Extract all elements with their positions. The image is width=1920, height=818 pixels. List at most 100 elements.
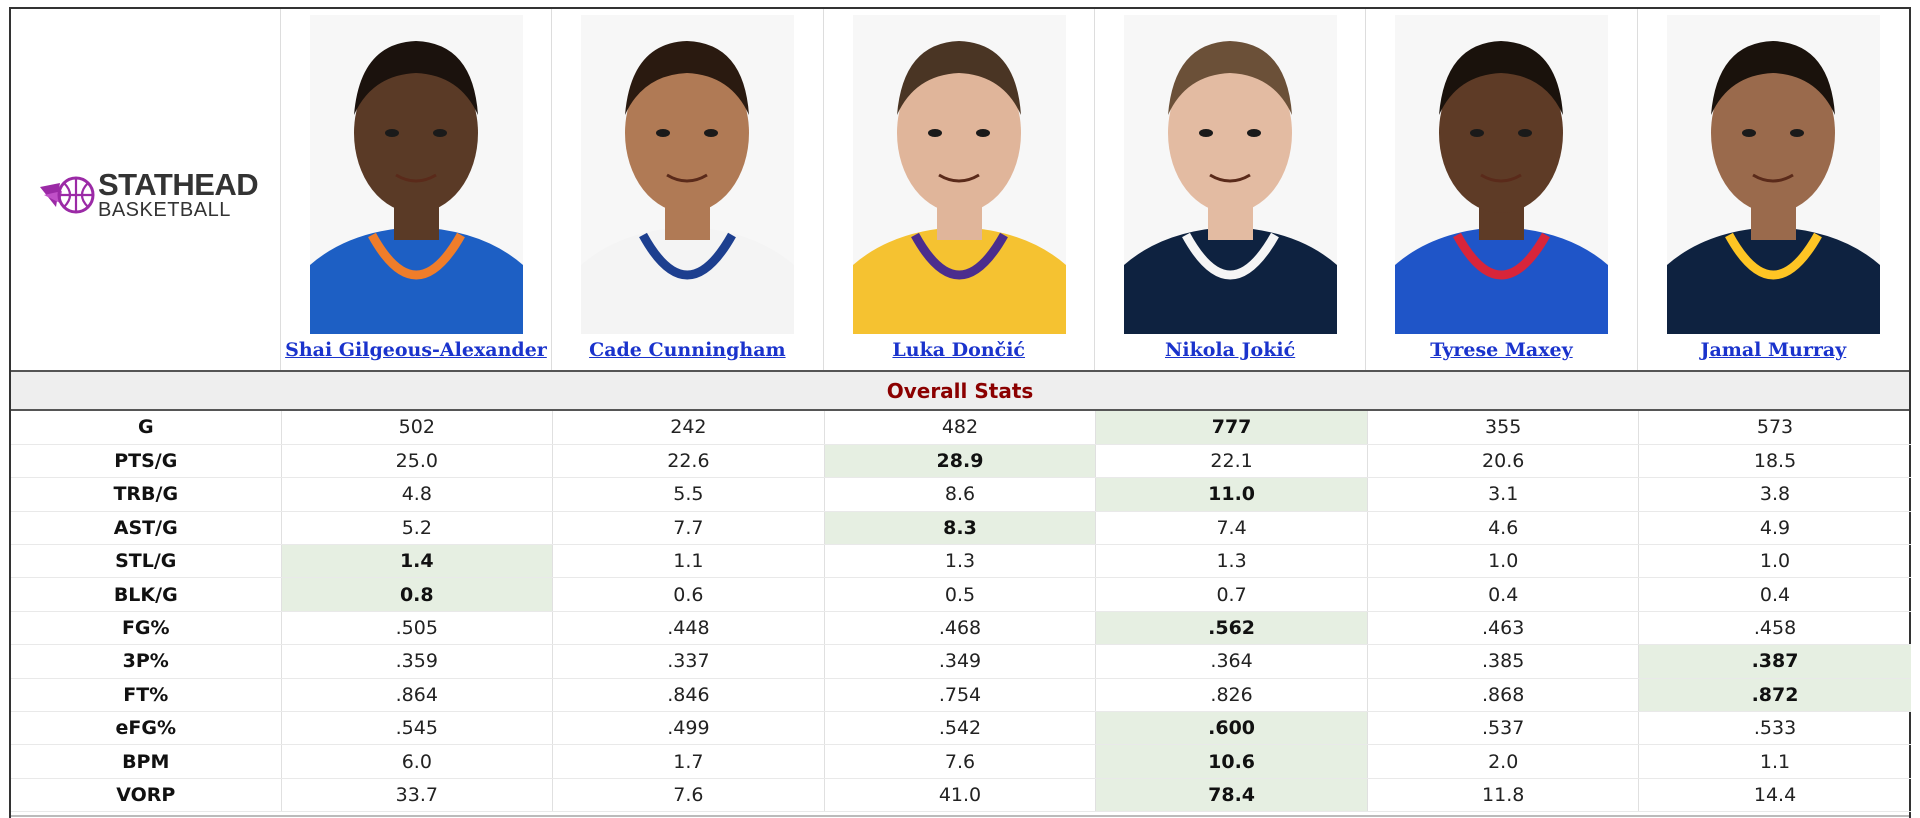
player-headshot[interactable] (1666, 15, 1880, 334)
stat-row: PTS/G 25.0 22.6 28.9 22.1 20.6 18.5 (11, 444, 1911, 479)
logo-cell: STATHEAD BASKETBALL (11, 9, 281, 370)
stat-value: 3.1 (1367, 477, 1640, 512)
player-column-header: Tyrese Maxey (1366, 9, 1638, 370)
stat-value: 4.9 (1638, 511, 1911, 546)
stat-value: .542 (824, 711, 1097, 746)
player-name-link[interactable]: Cade Cunningham (589, 339, 786, 361)
stat-value: 7.4 (1095, 511, 1368, 546)
stat-value: 4.8 (281, 477, 554, 512)
stat-label: FG% (11, 611, 282, 646)
stat-value: 1.1 (552, 544, 825, 579)
stat-value-leader: 8.3 (824, 511, 1097, 546)
stat-label: FT% (11, 678, 282, 713)
stat-value-leader: 28.9 (824, 444, 1097, 479)
stat-value: 2.0 (1367, 744, 1640, 779)
stat-value: .499 (552, 711, 825, 746)
stat-value: 482 (824, 411, 1097, 445)
stat-value: 14.4 (1638, 778, 1911, 813)
stat-value: 25.0 (281, 444, 554, 479)
stat-row: 3P% .359.337.349.364.385.387 (11, 644, 1911, 679)
stat-value: .537 (1367, 711, 1640, 746)
player-headshot[interactable] (309, 15, 523, 334)
player-name-link[interactable]: Jamal Murray (1700, 339, 1847, 361)
stat-row: G 502 242 482 777 355 573 (11, 411, 1911, 445)
stat-value: 33.7 (281, 778, 554, 813)
stat-value-leader: 0.8 (281, 577, 554, 612)
stat-value: 502 (281, 411, 554, 445)
table-bottom-divider (11, 815, 1909, 817)
stat-value: 5.2 (281, 511, 554, 546)
stat-value: .754 (824, 678, 1097, 713)
stat-value: .349 (824, 644, 1097, 679)
stat-value: .533 (1638, 711, 1911, 746)
stat-value: 1.3 (824, 544, 1097, 579)
stat-label: PTS/G (11, 444, 282, 479)
stat-value: .505 (281, 611, 554, 646)
stat-value-leader: 1.4 (281, 544, 554, 579)
stat-value: 4.6 (1367, 511, 1640, 546)
player-headshot[interactable] (852, 15, 1066, 334)
stat-label: STL/G (11, 544, 282, 579)
stat-value: .359 (281, 644, 554, 679)
stat-value: .846 (552, 678, 825, 713)
player-headshot[interactable] (1395, 15, 1609, 334)
player-header-row: STATHEAD BASKETBALL Shai Gilgeous-Alexan… (11, 9, 1909, 370)
stat-value: 242 (552, 411, 825, 445)
stat-row: FT% .864.846.754.826.868.872 (11, 678, 1911, 713)
stat-row: STL/G 1.4 1.1 1.3 1.3 1.0 1.0 (11, 544, 1911, 579)
stat-label: eFG% (11, 711, 282, 746)
player-name-link[interactable]: Tyrese Maxey (1430, 339, 1573, 361)
player-column-header: Jamal Murray (1638, 9, 1909, 370)
stat-row: TRB/G 4.8 5.5 8.6 11.0 3.1 3.8 (11, 477, 1911, 512)
comparison-frame: STATHEAD BASKETBALL Shai Gilgeous-Alexan… (9, 7, 1911, 818)
stat-value-leader: .387 (1638, 644, 1911, 679)
stat-value: 5.5 (552, 477, 825, 512)
stat-value: .463 (1367, 611, 1640, 646)
player-name-link[interactable]: Luka Dončić (892, 339, 1026, 361)
stat-value-leader: .600 (1095, 711, 1368, 746)
player-name-link[interactable]: Nikola Jokić (1165, 339, 1296, 361)
stat-value: 0.4 (1367, 577, 1640, 612)
stat-value: .448 (552, 611, 825, 646)
stat-value: .545 (281, 711, 554, 746)
stat-value: 18.5 (1638, 444, 1911, 479)
stat-value: 0.6 (552, 577, 825, 612)
stat-value-leader: 777 (1095, 411, 1368, 445)
player-column-header: Nikola Jokić (1095, 9, 1367, 370)
stat-row: BPM 6.0 1.7 7.6 10.6 2.0 1.1 (11, 744, 1911, 779)
stat-row: VORP 33.7 7.6 41.0 78.4 11.8 14.4 (11, 778, 1911, 813)
stats-table: G 502 242 482 777 355 573 PTS/G 25.0 22.6 28.9 22.1… (11, 411, 1911, 813)
logo-title: STATHEAD (98, 167, 259, 202)
stat-value-leader: 10.6 (1095, 744, 1368, 779)
stat-row: FG% .505.448.468.562.463.458 (11, 611, 1911, 646)
stat-value: .458 (1638, 611, 1911, 646)
player-name-link[interactable]: Shai Gilgeous-Alexander (285, 339, 547, 361)
stat-value: 7.6 (824, 744, 1097, 779)
stat-value-leader: 78.4 (1095, 778, 1368, 813)
stat-row: BLK/G 0.8 0.6 0.5 0.7 0.4 0.4 (11, 577, 1911, 612)
section-title: Overall Stats (886, 378, 1034, 403)
stat-value-leader: .872 (1638, 678, 1911, 713)
stat-value: 3.8 (1638, 477, 1911, 512)
stat-label: BPM (11, 744, 282, 779)
stat-value: 1.0 (1367, 544, 1640, 579)
stat-label: G (11, 411, 282, 445)
stat-value: 0.4 (1638, 577, 1911, 612)
player-column-header: Luka Dončić (824, 9, 1095, 370)
section-header: Overall Stats (11, 370, 1909, 411)
stat-value: .826 (1095, 678, 1368, 713)
stat-value: .364 (1095, 644, 1368, 679)
stat-label: BLK/G (11, 577, 282, 612)
stat-value-leader: 11.0 (1095, 477, 1368, 512)
stat-value-leader: .562 (1095, 611, 1368, 646)
player-headshot[interactable] (1123, 15, 1337, 334)
stat-value: .864 (281, 678, 554, 713)
basketball-logo-icon (38, 173, 96, 217)
stat-value: 22.1 (1095, 444, 1368, 479)
player-headshot[interactable] (581, 15, 795, 334)
stat-row: eFG% .545.499.542.600.537.533 (11, 711, 1911, 746)
stathead-logo[interactable]: STATHEAD BASKETBALL (38, 167, 259, 220)
stat-value: 7.6 (552, 778, 825, 813)
stat-value: 0.5 (824, 577, 1097, 612)
stat-label: 3P% (11, 644, 282, 679)
